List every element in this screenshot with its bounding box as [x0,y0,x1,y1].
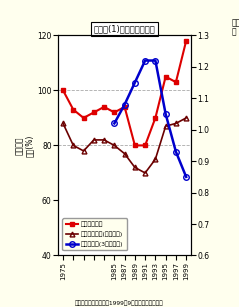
Text: 大阪府「財政ノート」1999年9月をもとに筆者作成: 大阪府「財政ノート」1999年9月をもとに筆者作成 [75,301,164,306]
Y-axis label: 経常収支
比率(%): 経常収支 比率(%) [15,134,34,157]
Title: グラフ(1)　経常収支比率: グラフ(1) 経常収支比率 [94,24,156,33]
Text: 数: 数 [232,28,236,37]
Legend: 経常収支比率, 経常収支比率(都道府県), 財政力指数(3ヶ年平均): 経常収支比率, 経常収支比率(都道府県), 財政力指数(3ヶ年平均) [62,218,127,250]
Text: 財政力指: 財政力指 [232,19,239,28]
